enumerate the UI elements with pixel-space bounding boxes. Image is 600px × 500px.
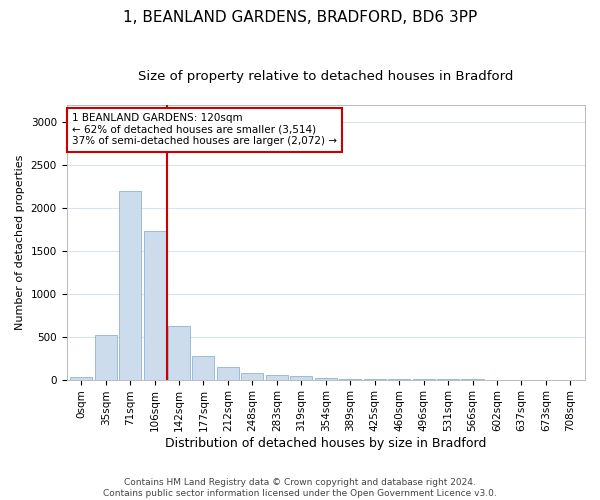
Bar (168, 326, 190, 380)
Text: Contains HM Land Registry data © Crown copyright and database right 2024.
Contai: Contains HM Land Registry data © Crown c… (103, 478, 497, 498)
Text: 1, BEANLAND GARDENS, BRADFORD, BD6 3PP: 1, BEANLAND GARDENS, BRADFORD, BD6 3PP (123, 10, 477, 25)
Bar (315, 378, 337, 380)
Bar (339, 378, 361, 380)
Bar (70, 378, 92, 380)
Bar (95, 335, 116, 380)
Bar (217, 367, 239, 380)
Title: Size of property relative to detached houses in Bradford: Size of property relative to detached ho… (138, 70, 514, 83)
Bar (290, 376, 313, 380)
Bar (266, 375, 288, 380)
Text: 1 BEANLAND GARDENS: 120sqm
← 62% of detached houses are smaller (3,514)
37% of s: 1 BEANLAND GARDENS: 120sqm ← 62% of deta… (72, 113, 337, 146)
Y-axis label: Number of detached properties: Number of detached properties (15, 154, 25, 330)
Bar (364, 379, 386, 380)
Bar (193, 356, 214, 380)
Bar (143, 231, 166, 380)
X-axis label: Distribution of detached houses by size in Bradford: Distribution of detached houses by size … (165, 437, 487, 450)
Bar (119, 191, 141, 380)
Bar (241, 372, 263, 380)
